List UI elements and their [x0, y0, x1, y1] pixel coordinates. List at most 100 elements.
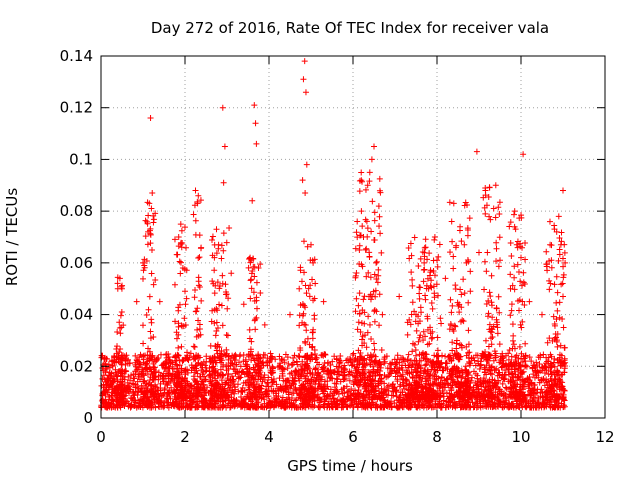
- data-point: [340, 376, 347, 383]
- data-point: [321, 398, 328, 405]
- data-point: [460, 276, 467, 283]
- data-point: [288, 362, 295, 369]
- data-point: [149, 376, 156, 383]
- data-point: [292, 384, 299, 391]
- data-point: [551, 281, 558, 288]
- data-point: [203, 353, 210, 360]
- data-point: [192, 217, 199, 224]
- data-point: [172, 318, 179, 325]
- data-point: [453, 369, 460, 376]
- data-point: [176, 362, 183, 369]
- data-point: [231, 390, 238, 397]
- data-point: [447, 296, 454, 303]
- data-point: [299, 358, 306, 365]
- data-point: [294, 361, 301, 368]
- data-point: [346, 387, 353, 394]
- data-point: [228, 397, 235, 404]
- data-point: [109, 397, 116, 404]
- data-point: [519, 298, 526, 305]
- data-point: [359, 307, 366, 314]
- data-point: [434, 263, 441, 270]
- data-point: [390, 392, 397, 399]
- data-point: [302, 339, 309, 346]
- data-point: [510, 404, 517, 411]
- data-point: [466, 384, 473, 391]
- data-point: [512, 371, 519, 378]
- data-point: [209, 403, 216, 410]
- data-point: [145, 306, 152, 313]
- data-point: [394, 376, 401, 383]
- data-point: [201, 385, 208, 392]
- data-point: [514, 261, 521, 268]
- data-point: [377, 230, 384, 237]
- data-point: [331, 380, 338, 387]
- data-point: [486, 398, 493, 405]
- data-point: [217, 372, 224, 379]
- data-point: [218, 302, 225, 309]
- data-point: [434, 334, 441, 341]
- data-point: [473, 400, 480, 407]
- data-point: [375, 203, 382, 210]
- data-point: [405, 364, 412, 371]
- data-point: [375, 360, 382, 367]
- data-point: [357, 400, 364, 407]
- data-point: [261, 321, 268, 328]
- data-point: [109, 375, 116, 382]
- data-point: [376, 291, 383, 298]
- x-tick-label: 6: [348, 428, 358, 446]
- data-point: [267, 369, 274, 376]
- data-point: [359, 263, 366, 270]
- axis-ticks: [100, 55, 606, 419]
- data-point: [379, 311, 386, 318]
- data-point: [520, 368, 527, 375]
- data-point: [448, 357, 455, 364]
- data-point: [416, 284, 423, 291]
- data-point: [114, 285, 121, 292]
- data-point: [447, 249, 454, 256]
- data-point: [396, 293, 403, 300]
- data-point: [371, 209, 378, 216]
- data-point: [421, 253, 428, 260]
- data-point: [457, 286, 464, 293]
- data-point: [515, 268, 522, 275]
- data-point: [430, 268, 437, 274]
- data-point: [288, 402, 295, 409]
- data-point: [235, 388, 242, 395]
- data-point: [276, 375, 283, 382]
- data-point: [148, 270, 155, 277]
- data-point: [152, 358, 159, 365]
- data-point: [516, 394, 523, 401]
- data-point: [428, 277, 435, 284]
- data-point: [362, 388, 369, 395]
- data-point: [190, 211, 197, 218]
- data-point: [160, 361, 167, 368]
- data-point: [290, 355, 297, 362]
- data-point: [144, 352, 151, 359]
- data-point: [511, 263, 518, 270]
- data-point: [232, 402, 239, 409]
- data-point: [173, 335, 180, 342]
- data-point: [488, 325, 495, 332]
- data-point: [419, 248, 426, 255]
- data-point: [407, 321, 414, 328]
- data-point: [228, 270, 235, 277]
- data-point: [372, 401, 379, 408]
- data-point: [219, 363, 226, 370]
- data-point: [368, 156, 375, 163]
- x-tick-label: 10: [511, 428, 530, 446]
- data-point: [371, 143, 377, 150]
- data-point: [119, 378, 126, 385]
- data-point: [463, 259, 470, 266]
- data-point: [545, 354, 552, 361]
- data-point: [145, 228, 152, 235]
- data-point: [292, 368, 299, 375]
- data-point: [489, 401, 496, 408]
- data-point: [506, 400, 513, 407]
- data-point: [300, 238, 307, 245]
- data-point: [204, 402, 211, 409]
- data-point: [558, 281, 565, 288]
- data-point: [191, 344, 198, 351]
- data-point: [496, 199, 503, 206]
- data-point: [141, 402, 148, 409]
- data-point: [255, 386, 262, 393]
